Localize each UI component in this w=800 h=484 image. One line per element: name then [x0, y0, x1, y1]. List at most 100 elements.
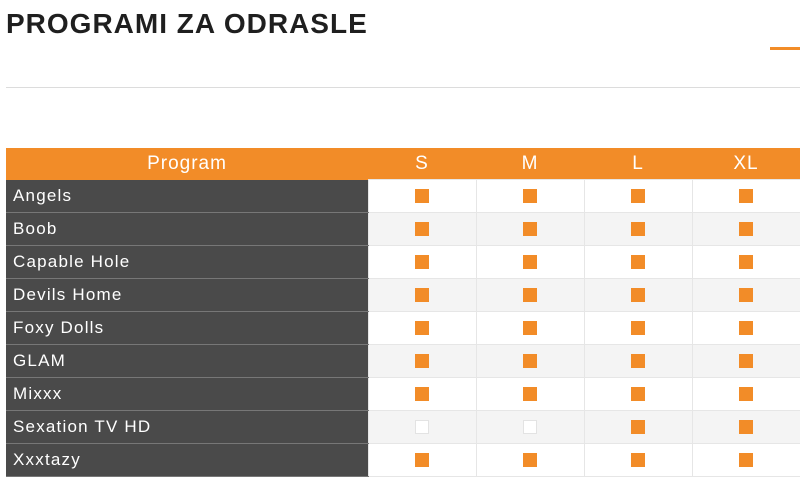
column-header-program: Program: [6, 148, 368, 180]
filled-square-icon: [739, 452, 753, 467]
filled-square-icon: [523, 320, 537, 335]
program-name: Mixxx: [6, 377, 368, 411]
filled-square-icon: [523, 452, 537, 467]
availability-cell: [475, 344, 585, 378]
filled-square-icon: [631, 254, 645, 269]
filled-square-icon: [739, 254, 753, 269]
availability-cell: [583, 278, 693, 312]
availability-cell: [367, 443, 477, 477]
filled-square-icon: [415, 320, 429, 335]
availability-cell: [583, 344, 693, 378]
availability-cell: [583, 179, 693, 213]
availability-cell: [691, 311, 800, 345]
filled-square-icon: [523, 221, 537, 236]
availability-cell: [475, 410, 585, 444]
availability-cell: [475, 377, 585, 411]
availability-cell: [475, 278, 585, 312]
availability-cell: [475, 245, 585, 279]
program-name: Boob: [6, 212, 368, 246]
filled-square-icon: [415, 287, 429, 302]
table-row: Devils Home: [6, 278, 800, 312]
filled-square-icon: [415, 452, 429, 467]
availability-cell: [367, 410, 477, 444]
table-row: Boob: [6, 212, 800, 246]
title-accent-line: [770, 47, 800, 50]
availability-cell: [583, 377, 693, 411]
program-name: Foxy Dolls: [6, 311, 368, 345]
table-row: Xxxtazy: [6, 443, 800, 477]
availability-cell: [475, 212, 585, 246]
programs-table: Program S M L XL Angels Boob Capable Hole D…: [6, 148, 800, 477]
table-row: Mixxx: [6, 377, 800, 411]
filled-square-icon: [415, 386, 429, 401]
availability-cell: [367, 212, 477, 246]
availability-cell: [475, 179, 585, 213]
filled-square-icon: [523, 287, 537, 302]
availability-cell: [691, 245, 800, 279]
availability-cell: [691, 443, 800, 477]
availability-cell: [367, 344, 477, 378]
filled-square-icon: [523, 188, 537, 203]
filled-square-icon: [631, 188, 645, 203]
filled-square-icon: [631, 386, 645, 401]
table-body: Angels Boob Capable Hole Devils Home Foxy Do…: [6, 179, 800, 477]
filled-square-icon: [739, 419, 753, 434]
filled-square-icon: [415, 188, 429, 203]
filled-square-icon: [631, 452, 645, 467]
availability-cell: [367, 278, 477, 312]
availability-cell: [583, 410, 693, 444]
filled-square-icon: [631, 419, 645, 434]
filled-square-icon: [523, 386, 537, 401]
table-row: Foxy Dolls: [6, 311, 800, 345]
availability-cell: [691, 212, 800, 246]
column-header-package-l: L: [584, 148, 692, 180]
program-name: Xxxtazy: [6, 443, 368, 477]
availability-cell: [691, 278, 800, 312]
availability-cell: [691, 179, 800, 213]
program-name: Sexation TV HD: [6, 410, 368, 444]
program-name: GLAM: [6, 344, 368, 378]
column-header-package-m: M: [476, 148, 584, 180]
header-divider: [6, 87, 800, 88]
page-title: PROGRAMI ZA ODRASLE: [6, 8, 368, 39]
filled-square-icon: [739, 188, 753, 203]
filled-square-icon: [631, 221, 645, 236]
filled-square-icon: [739, 386, 753, 401]
program-name: Devils Home: [6, 278, 368, 312]
availability-cell: [583, 245, 693, 279]
column-header-package-xl: XL: [692, 148, 800, 180]
availability-cell: [367, 245, 477, 279]
filled-square-icon: [739, 287, 753, 302]
availability-cell: [583, 311, 693, 345]
availability-cell: [691, 410, 800, 444]
availability-cell: [475, 443, 585, 477]
filled-square-icon: [523, 353, 537, 368]
availability-cell: [367, 179, 477, 213]
availability-cell: [691, 377, 800, 411]
availability-cell: [583, 443, 693, 477]
filled-square-icon: [739, 320, 753, 335]
empty-square-icon: [415, 419, 429, 434]
filled-square-icon: [415, 353, 429, 368]
column-header-package-s: S: [368, 148, 476, 180]
availability-cell: [691, 344, 800, 378]
availability-cell: [367, 377, 477, 411]
table-row: Angels: [6, 179, 800, 213]
empty-square-icon: [523, 419, 537, 434]
filled-square-icon: [739, 221, 753, 236]
filled-square-icon: [631, 320, 645, 335]
filled-square-icon: [523, 254, 537, 269]
filled-square-icon: [631, 287, 645, 302]
availability-cell: [583, 212, 693, 246]
table-row: GLAM: [6, 344, 800, 378]
filled-square-icon: [415, 254, 429, 269]
filled-square-icon: [739, 353, 753, 368]
availability-cell: [475, 311, 585, 345]
filled-square-icon: [631, 353, 645, 368]
availability-cell: [367, 311, 477, 345]
table-header-row: Program S M L XL: [6, 148, 800, 180]
program-name: Capable Hole: [6, 245, 368, 279]
table-row: Capable Hole: [6, 245, 800, 279]
filled-square-icon: [415, 221, 429, 236]
table-row: Sexation TV HD: [6, 410, 800, 444]
